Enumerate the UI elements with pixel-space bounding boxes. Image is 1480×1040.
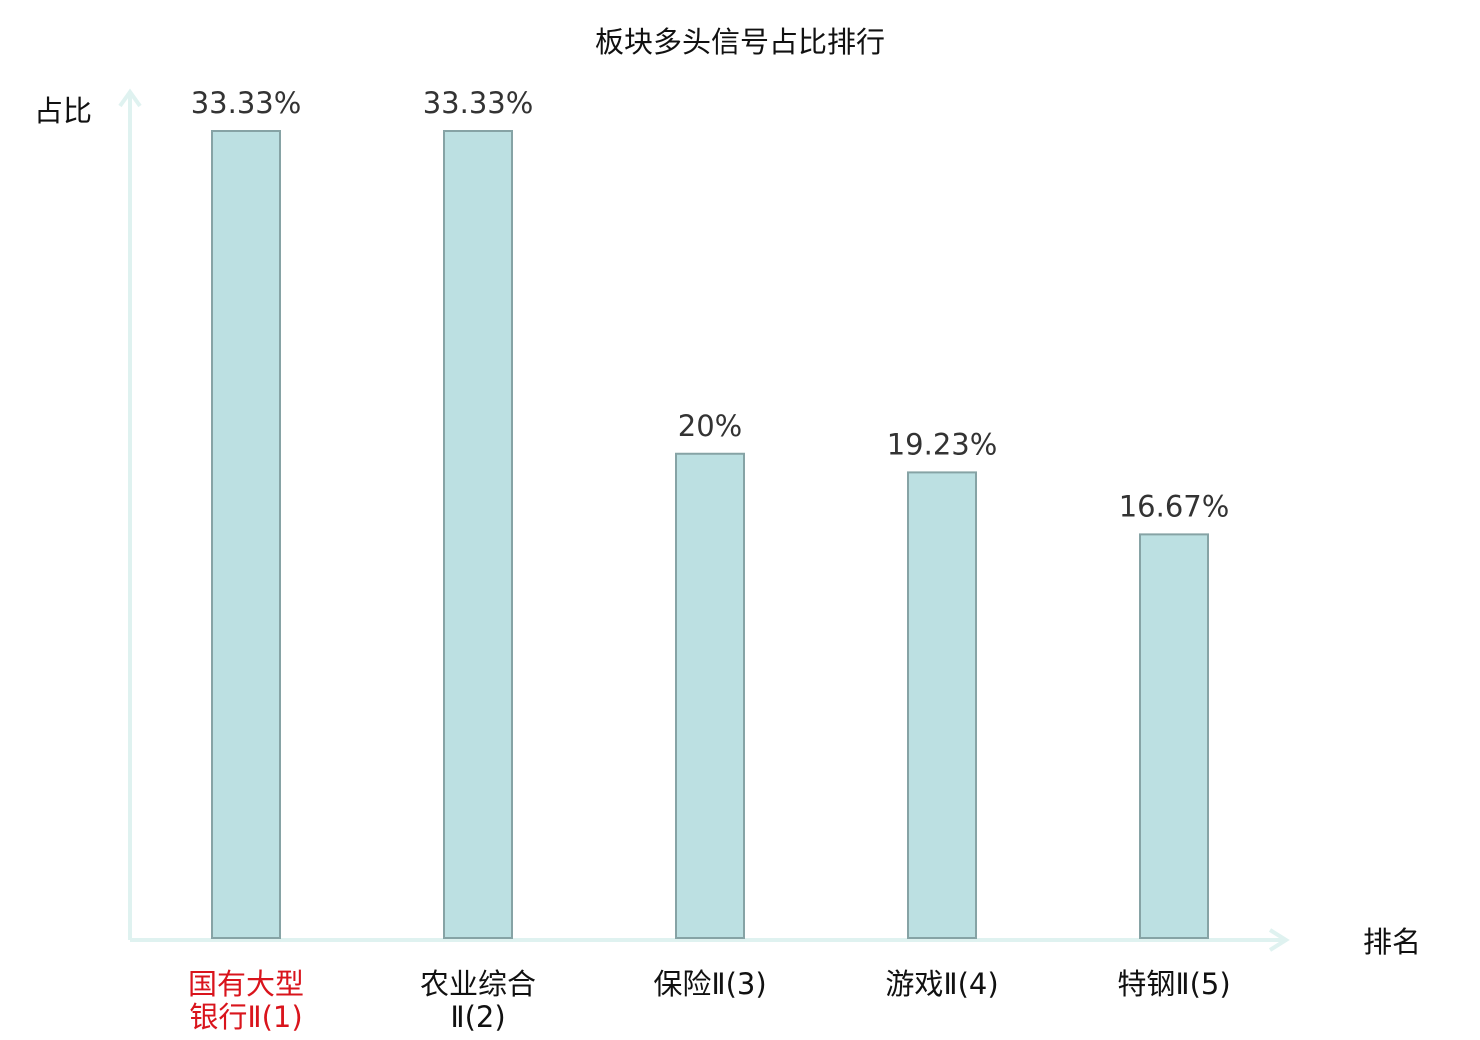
value-label-2: 33.33% [423,86,534,120]
bars [211,130,1209,940]
category-label-4: 游戏Ⅱ(4) [885,967,998,1001]
bar-1 [211,130,281,939]
value-label-1: 33.33% [191,86,302,120]
value-labels: 33.33% 33.33% 20% 19.23% 16.67% [191,86,1230,523]
bar-3 [675,452,745,939]
value-label-5: 16.67% [1119,489,1230,523]
bar-4 [907,471,977,939]
category-label-5: 特钢Ⅱ(5) [1117,967,1230,1001]
bar-5 [1139,533,1209,940]
category-label-3: 保险Ⅱ(3) [653,967,766,1001]
category-label-1: 国有大型银行Ⅱ(1) [188,967,304,1034]
y-axis-label: 占比 [34,94,92,128]
x-axis-arrow-icon [1268,928,1290,952]
category-label-2: 农业综合 Ⅱ(2) [420,967,536,1034]
value-label-3: 20% [678,409,742,443]
chart-title: 板块多头信号占比排行 [595,25,885,59]
y-axis-arrow-icon [118,88,142,108]
axes [118,88,1290,952]
x-axis-label: 排名 [1363,925,1421,959]
category-labels: 国有大型银行Ⅱ(1) 农业综合 Ⅱ(2) 保险Ⅱ(3) 游戏Ⅱ(4) 特钢Ⅱ(5) [188,967,1231,1034]
value-label-4: 19.23% [887,427,998,461]
bar-2 [443,130,513,939]
